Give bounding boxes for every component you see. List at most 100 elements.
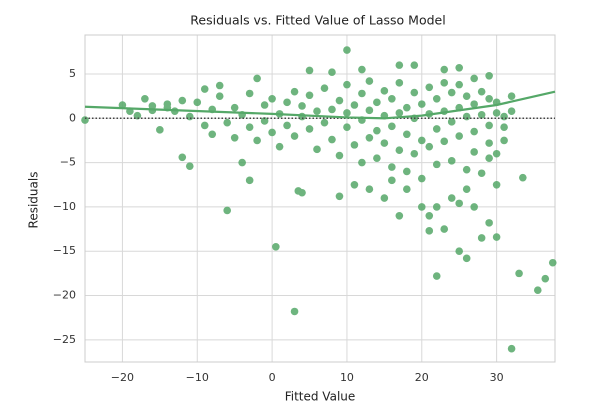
point (328, 68, 336, 77)
point (425, 227, 434, 235)
point (485, 139, 493, 147)
point (395, 146, 404, 155)
point (462, 112, 471, 121)
point (485, 154, 493, 162)
point (81, 116, 89, 124)
point (500, 112, 508, 121)
point (470, 127, 478, 136)
y-tick-label: −15 (53, 244, 76, 257)
point (395, 79, 404, 87)
point (455, 132, 464, 140)
point (519, 173, 527, 182)
point (343, 80, 351, 89)
point (118, 101, 127, 109)
point (447, 118, 456, 126)
point (178, 153, 187, 162)
point (410, 88, 419, 97)
point (492, 149, 501, 158)
point (533, 286, 542, 295)
point (298, 188, 306, 197)
point (440, 137, 449, 146)
point (432, 95, 441, 103)
point (515, 269, 523, 278)
point (245, 123, 254, 131)
point (156, 126, 164, 134)
point (185, 162, 194, 170)
point (365, 133, 374, 142)
point (447, 88, 456, 97)
point (380, 194, 389, 202)
point (358, 89, 366, 98)
point (245, 89, 254, 98)
point (455, 199, 464, 208)
point (215, 92, 224, 100)
point (395, 61, 404, 69)
point (485, 71, 493, 80)
point (298, 102, 306, 110)
point (492, 233, 501, 241)
points (81, 46, 557, 353)
point (485, 121, 493, 130)
point (410, 149, 419, 158)
point (417, 136, 426, 145)
point (223, 206, 231, 215)
point (365, 106, 374, 115)
point (477, 169, 486, 178)
point (185, 112, 194, 121)
point (507, 107, 516, 116)
point (492, 180, 501, 189)
point (343, 123, 351, 131)
point (541, 274, 550, 283)
point (470, 203, 478, 211)
point (328, 105, 336, 114)
x-axis-label: Fitted Value (285, 390, 356, 404)
point (373, 98, 381, 107)
point (462, 185, 471, 193)
point (388, 95, 396, 103)
point (245, 176, 254, 185)
y-tick-label: 5 (69, 67, 76, 80)
point (373, 154, 381, 162)
y-tick-label: 0 (69, 111, 76, 124)
point (388, 163, 396, 171)
point (410, 61, 419, 69)
point (358, 65, 366, 74)
point (548, 258, 557, 267)
point (477, 87, 486, 96)
point (440, 79, 449, 87)
y-tick-label: −5 (60, 156, 76, 169)
point (403, 185, 411, 193)
point (403, 103, 411, 112)
point (260, 101, 269, 109)
point (403, 167, 411, 176)
point (272, 242, 280, 251)
x-tick-label: 20 (415, 371, 429, 384)
y-axis-label: Residuals (27, 172, 41, 229)
point (432, 272, 441, 280)
point (425, 211, 434, 220)
point (447, 157, 456, 165)
y-tick-label: −25 (53, 333, 76, 346)
point (492, 109, 501, 117)
point (230, 103, 239, 112)
point (470, 100, 478, 108)
point (425, 142, 434, 151)
point (253, 74, 261, 83)
point (417, 100, 426, 108)
point (507, 92, 516, 100)
point (200, 85, 209, 93)
y-tick-label: −20 (53, 289, 76, 302)
point (462, 165, 471, 174)
point (403, 130, 411, 139)
point (462, 254, 471, 263)
point (268, 128, 276, 137)
y-tick-label: −10 (53, 200, 76, 213)
point (215, 81, 224, 90)
x-tick-label: 0 (269, 371, 276, 384)
point (477, 110, 486, 119)
point (500, 136, 508, 145)
point (238, 158, 246, 167)
point (313, 107, 321, 116)
point (298, 112, 306, 121)
point (455, 247, 464, 256)
